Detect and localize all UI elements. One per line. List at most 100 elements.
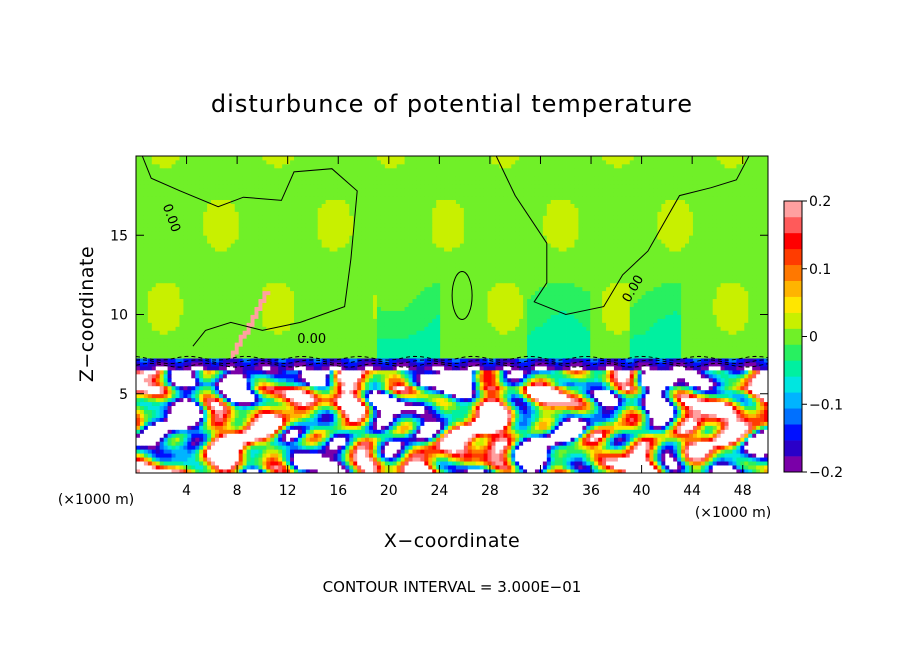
field-cell (511, 389, 516, 395)
field-cell (349, 429, 354, 434)
field-cell (542, 373, 548, 379)
field-cell (736, 433, 741, 438)
field-cell (258, 413, 263, 418)
field-cell (266, 469, 271, 473)
field-cell (685, 417, 690, 422)
field-cell (617, 358, 623, 363)
field-cell (274, 369, 279, 375)
field-cell (155, 393, 161, 399)
field-cell (167, 389, 172, 395)
field-cell (542, 409, 548, 414)
field-cell (613, 409, 619, 414)
field-cell (329, 385, 334, 391)
field-cell (143, 362, 149, 367)
field-cell (645, 417, 650, 422)
field-cell (503, 421, 508, 426)
field-cell (562, 413, 567, 418)
field-cell (570, 417, 575, 422)
field-cell (523, 417, 528, 422)
field-cell (317, 409, 323, 414)
field-cell (452, 421, 457, 426)
field-cell (440, 377, 445, 383)
field-cell (412, 366, 417, 371)
field-cell (598, 405, 603, 410)
field-cell (353, 393, 358, 399)
field-cell (313, 358, 319, 363)
field-cell (139, 358, 145, 363)
field-cell (685, 429, 690, 434)
field-cell (222, 453, 228, 458)
field-cell (602, 397, 607, 403)
field-cell (610, 397, 615, 403)
field-cell (562, 393, 567, 399)
field-cell (222, 389, 228, 395)
field-cell (764, 397, 768, 403)
field-cell (380, 425, 386, 430)
field-cell (467, 433, 473, 438)
field-cell (143, 445, 149, 450)
field-cell (554, 397, 560, 403)
field-cell (428, 369, 433, 375)
field-cell (455, 445, 461, 450)
field-cell (558, 354, 563, 359)
field-cell (416, 409, 421, 414)
field-cell (234, 457, 240, 462)
field-cell (278, 429, 283, 434)
field-cell (408, 373, 413, 379)
field-cell (700, 441, 706, 446)
field-cell (499, 373, 504, 379)
field-cell (380, 354, 386, 359)
field-cell (566, 350, 571, 355)
field-cell (578, 413, 583, 418)
field-cell (637, 405, 642, 410)
field-cell (266, 429, 271, 434)
field-cell (246, 401, 251, 407)
field-cell (550, 465, 556, 470)
field-cell (432, 429, 437, 434)
field-cell (463, 465, 469, 470)
field-cell (384, 421, 390, 426)
field-cell (625, 445, 631, 450)
field-cell (594, 425, 599, 430)
field-cell (404, 381, 409, 387)
field-cell (444, 373, 449, 379)
field-cell (720, 425, 725, 430)
field-cell (183, 369, 188, 375)
field-cell (317, 413, 323, 418)
field-cell (617, 433, 623, 438)
field-cell (692, 465, 698, 470)
field-cell (246, 385, 251, 391)
field-cell (503, 381, 508, 387)
field-cell (147, 369, 153, 375)
field-cell (531, 469, 536, 473)
field-cell (554, 425, 560, 430)
field-cell (578, 445, 583, 450)
field-cell (653, 445, 658, 450)
field-cell (463, 377, 469, 383)
field-cell (625, 433, 631, 438)
field-cell (744, 401, 749, 407)
field-cell (487, 350, 492, 355)
field-cell (349, 433, 354, 438)
field-cell (361, 362, 366, 367)
field-cell (262, 373, 267, 379)
field-cell (274, 433, 279, 438)
field-cell (673, 358, 678, 363)
field-cell (333, 385, 338, 391)
field-cell (554, 461, 560, 466)
field-cell (736, 358, 741, 363)
field-cell (408, 405, 413, 410)
field-cell (708, 385, 714, 391)
field-cell (756, 449, 761, 454)
field-cell (392, 350, 398, 355)
field-cell (724, 457, 729, 462)
field-cell (369, 350, 374, 355)
field-cell (570, 429, 575, 434)
field-cell (420, 461, 425, 466)
field-cell (598, 421, 603, 426)
field-cell (764, 429, 768, 434)
field-cell (507, 413, 512, 418)
field-cell (724, 377, 729, 383)
field-cell (467, 425, 473, 430)
field-cell (515, 445, 520, 450)
